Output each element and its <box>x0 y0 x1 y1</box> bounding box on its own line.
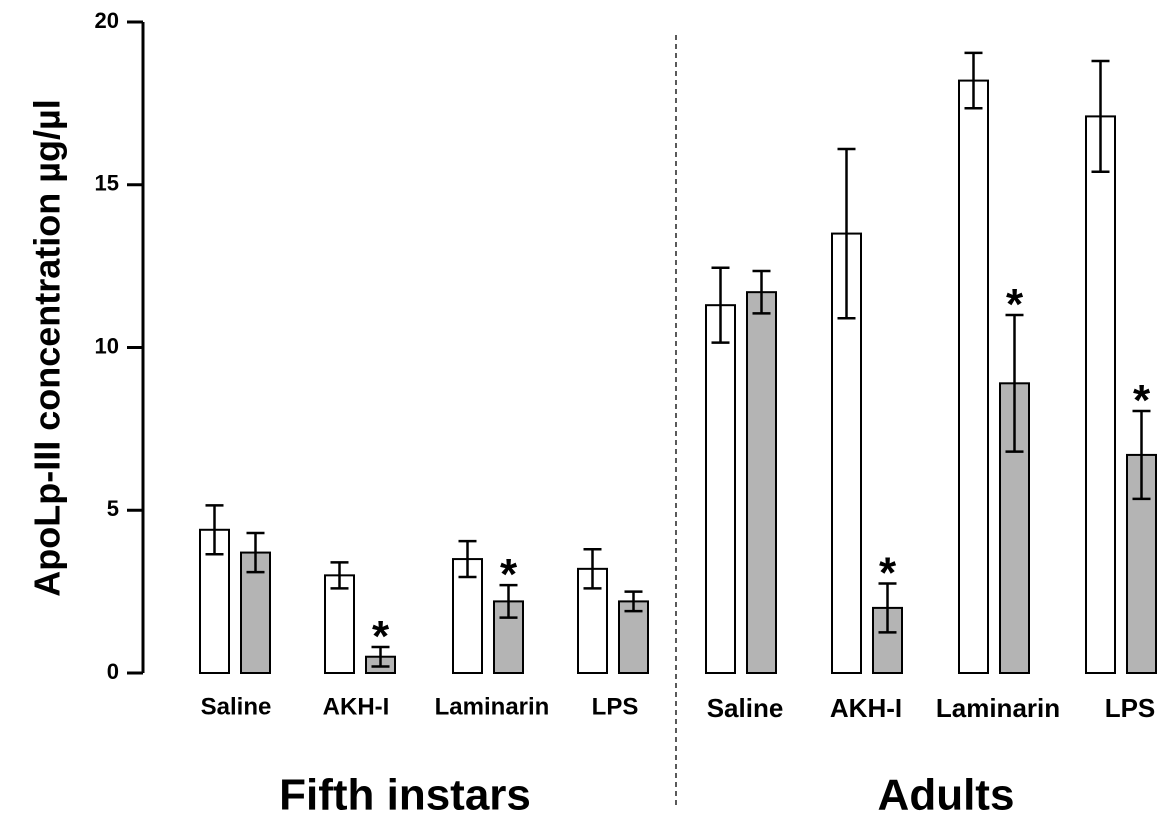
y-tick-label-10: 10 <box>95 333 119 358</box>
category-label-0-0: Saline <box>201 693 272 720</box>
significance-star-0-1: * <box>372 612 390 661</box>
significance-star-1-1: * <box>879 548 897 597</box>
y-tick-label-20: 20 <box>95 8 119 33</box>
significance-star-1-3: * <box>1133 376 1151 425</box>
y-tick-label-0: 0 <box>107 659 119 684</box>
category-label-0-2: Laminarin <box>435 693 550 720</box>
significance-star-0-2: * <box>500 550 518 599</box>
y-tick-label-15: 15 <box>95 171 119 196</box>
category-label-0-3: LPS <box>592 693 639 720</box>
category-label-1-3: LPS <box>1105 693 1156 723</box>
y-axis: 0 5 10 15 20 <box>95 8 145 684</box>
bar-0-1-0 <box>324 574 355 674</box>
bar-1-0-0 <box>705 304 736 674</box>
category-label-1-1: AKH-I <box>830 693 902 723</box>
bar-1-2-0 <box>958 79 989 674</box>
y-tick-label-5: 5 <box>107 496 119 521</box>
category-label-1-2: Laminarin <box>936 693 1060 723</box>
y-axis-label: ApoLp-III concentration µg/µl <box>27 99 68 596</box>
category-labels: Saline AKH-I Laminarin LPS Fifth instars Sali… <box>201 693 1156 819</box>
bar-1-0-1 <box>746 291 777 674</box>
group-label-0: Fifth instars <box>279 771 531 819</box>
category-label-1-0: Saline <box>707 693 784 723</box>
group-label-1: Adults <box>878 771 1015 819</box>
bar-1-3-0 <box>1085 115 1116 674</box>
bars: * * * * * <box>199 51 1157 675</box>
significance-star-1-2: * <box>1006 280 1024 329</box>
category-label-0-1: AKH-I <box>323 693 390 720</box>
